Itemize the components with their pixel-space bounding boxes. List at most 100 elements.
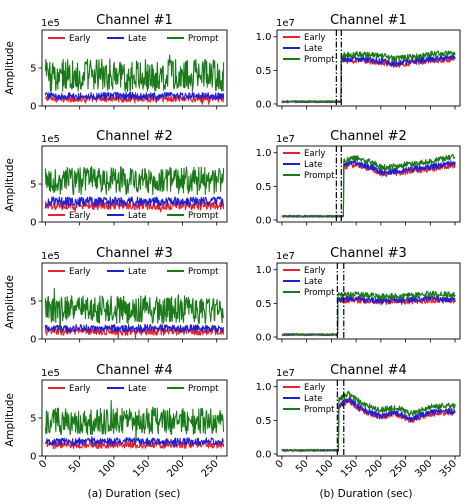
panel-b4-xtick-label: 0 (274, 458, 286, 470)
panel-b4-ytick-label: 0.0 (256, 449, 272, 460)
panel-b2-series (281, 153, 456, 218)
panel-a2-line-early (44, 199, 225, 213)
panel-a4-ytick-label: 0 (30, 452, 36, 463)
panel-b2-legend-label-late: Late (304, 160, 323, 170)
panel-b2-ytick-label: 0.5 (256, 182, 272, 193)
xlabel-col-a: (a) Duration (sec) (88, 488, 181, 500)
xlabel-col-b: (b) Duration (sec) (319, 488, 412, 500)
panel-a4-line-early (45, 441, 225, 449)
panel-b3-title: Channel #3 (330, 246, 407, 261)
panel-a4-xtick-label: 100 (97, 458, 118, 479)
panel-b4-legend-label-late: Late (304, 394, 323, 404)
panel-b3-ytick-label: 1.0 (256, 265, 272, 276)
panel-a3-offset: 1e5 (41, 251, 60, 262)
panel-b4-offset: 1e7 (276, 368, 295, 379)
panel-a3-legend-label-prompt: Prompt (188, 267, 219, 277)
panel-b1-line-prompt (281, 50, 456, 103)
panel-a2-legend-label-prompt: Prompt (188, 211, 219, 221)
panel-b1-series (281, 50, 456, 104)
panel-a4-series (44, 399, 225, 449)
panel-b3-series (281, 290, 456, 337)
panel-b3-offset: 1e7 (276, 251, 295, 262)
panel-a1-ytick-label: 5 (30, 64, 36, 75)
panel-b1-axes-frame (276, 29, 461, 107)
panel-a1-legend-label-early: Early (69, 34, 90, 44)
panel-b3-ytick-label: 0.0 (256, 332, 272, 343)
panel-a1: 0 5 Channel #1 1e5 Early Late Prompt (30, 13, 228, 113)
ylabel-row-3: Amplitude (4, 275, 16, 329)
panel-b4-line-prompt (281, 390, 456, 452)
panel-b3-ytick-label: 0.5 (256, 299, 272, 310)
panel-b4-xtick-label: 150 (339, 458, 360, 479)
panel-a1-offset: 1e5 (41, 18, 60, 29)
ylabel-row-1: Amplitude (4, 41, 16, 95)
panel-b2-axes-frame (276, 145, 461, 223)
panel-b4-ytick-label: 0.5 (256, 416, 272, 427)
panel-b2-offset: 1e7 (276, 134, 295, 145)
panel-b1-legend-label-early: Early (304, 33, 325, 43)
panel-a4-xtick-label: 150 (131, 458, 152, 479)
panel-b3-axes-frame (276, 262, 461, 340)
panel-b1-ytick-label: 0.5 (256, 66, 272, 77)
panel-b1-ytick-label: 0.0 (256, 99, 272, 110)
panel-a4-xtick-label: 50 (67, 458, 84, 475)
panel-a4-line-late (44, 436, 225, 448)
panel-b3-legend-label-late: Late (304, 277, 323, 287)
panel-a4-xtick-label: 0 (37, 458, 49, 470)
panel-a4-xtick-label: 250 (200, 458, 221, 479)
panel-b3-line-early (281, 296, 456, 337)
panel-a2: 0 5 Channel #2 1e5 Early Late Prompt (30, 129, 228, 229)
panel-a2-legend-label-early: Early (69, 211, 90, 221)
panel-b4-legend-label-early: Early (304, 383, 325, 393)
panel-b4-xtick-label: 350 (438, 458, 459, 479)
panel-b4-ytick-label: 1.0 (256, 382, 272, 393)
panel-a4-ytick-label: 5 (30, 414, 36, 425)
panel-a4-xtick-label: 200 (165, 458, 186, 479)
panel-a1-title: Channel #1 (96, 13, 173, 28)
panel-b4: 0.0 0.5 1.0 0 50 100 150 200 250 300 350 Channel #4… (256, 363, 461, 480)
panel-a3: 0 5 Channel #3 1e5 Early Late Prompt (30, 246, 228, 346)
panel-b1-title: Channel #1 (330, 13, 407, 28)
panel-a2-ytick-label: 5 (30, 180, 36, 191)
panel-b4-xtick-label: 250 (388, 458, 409, 479)
panel-b4-legend-label-prompt: Prompt (304, 405, 335, 415)
panel-a3-legend-label-late: Late (128, 267, 147, 277)
panel-a3-series (44, 288, 225, 339)
panel-a1-line-prompt (44, 54, 225, 93)
panel-b3-legend-label-early: Early (304, 266, 325, 276)
panel-b3-line-prompt (281, 290, 456, 336)
panel-a4-offset: 1e5 (41, 368, 60, 379)
panel-a2-line-late (44, 196, 225, 209)
panel-a3-legend-label-early: Early (69, 267, 90, 277)
ylabel-row-4: Amplitude (4, 393, 16, 447)
panel-a3-ytick-label: 0 (30, 335, 36, 346)
panel-a2-ytick-label: 0 (30, 218, 36, 229)
panel-b4-xtick-label: 100 (314, 458, 335, 479)
panel-b2-legend-label-prompt: Prompt (304, 171, 335, 181)
panel-b2-ytick-label: 1.0 (256, 148, 272, 159)
panel-b1-offset: 1e7 (276, 18, 295, 29)
panel-a2-legend-label-late: Late (128, 211, 147, 221)
panel-a4-legend-label-prompt: Prompt (188, 384, 219, 394)
panel-b4-axes-frame (276, 379, 461, 457)
panel-a3-line-late (44, 324, 225, 333)
panel-b4-series (281, 390, 456, 452)
panel-a1-line-late (44, 91, 225, 103)
panel-b4-xtick-label: 50 (294, 458, 311, 475)
panel-b2-title: Channel #2 (330, 129, 407, 144)
panel-a4-legend-label-early: Early (69, 384, 90, 394)
panel-a3-line-prompt (44, 288, 225, 334)
panel-b2-line-prompt (281, 153, 456, 218)
panel-a3-ytick-label: 5 (30, 297, 36, 308)
panel-b1-legend-label-prompt: Prompt (304, 55, 335, 65)
panel-b1-legend-label-late: Late (304, 44, 323, 54)
panel-b1-ytick-label: 1.0 (256, 32, 272, 43)
panel-b2-line-late (281, 159, 456, 218)
panel-a1-legend-label-late: Late (128, 34, 147, 44)
panel-a4-title: Channel #4 (96, 363, 173, 378)
panel-a3-title: Channel #3 (96, 246, 173, 261)
